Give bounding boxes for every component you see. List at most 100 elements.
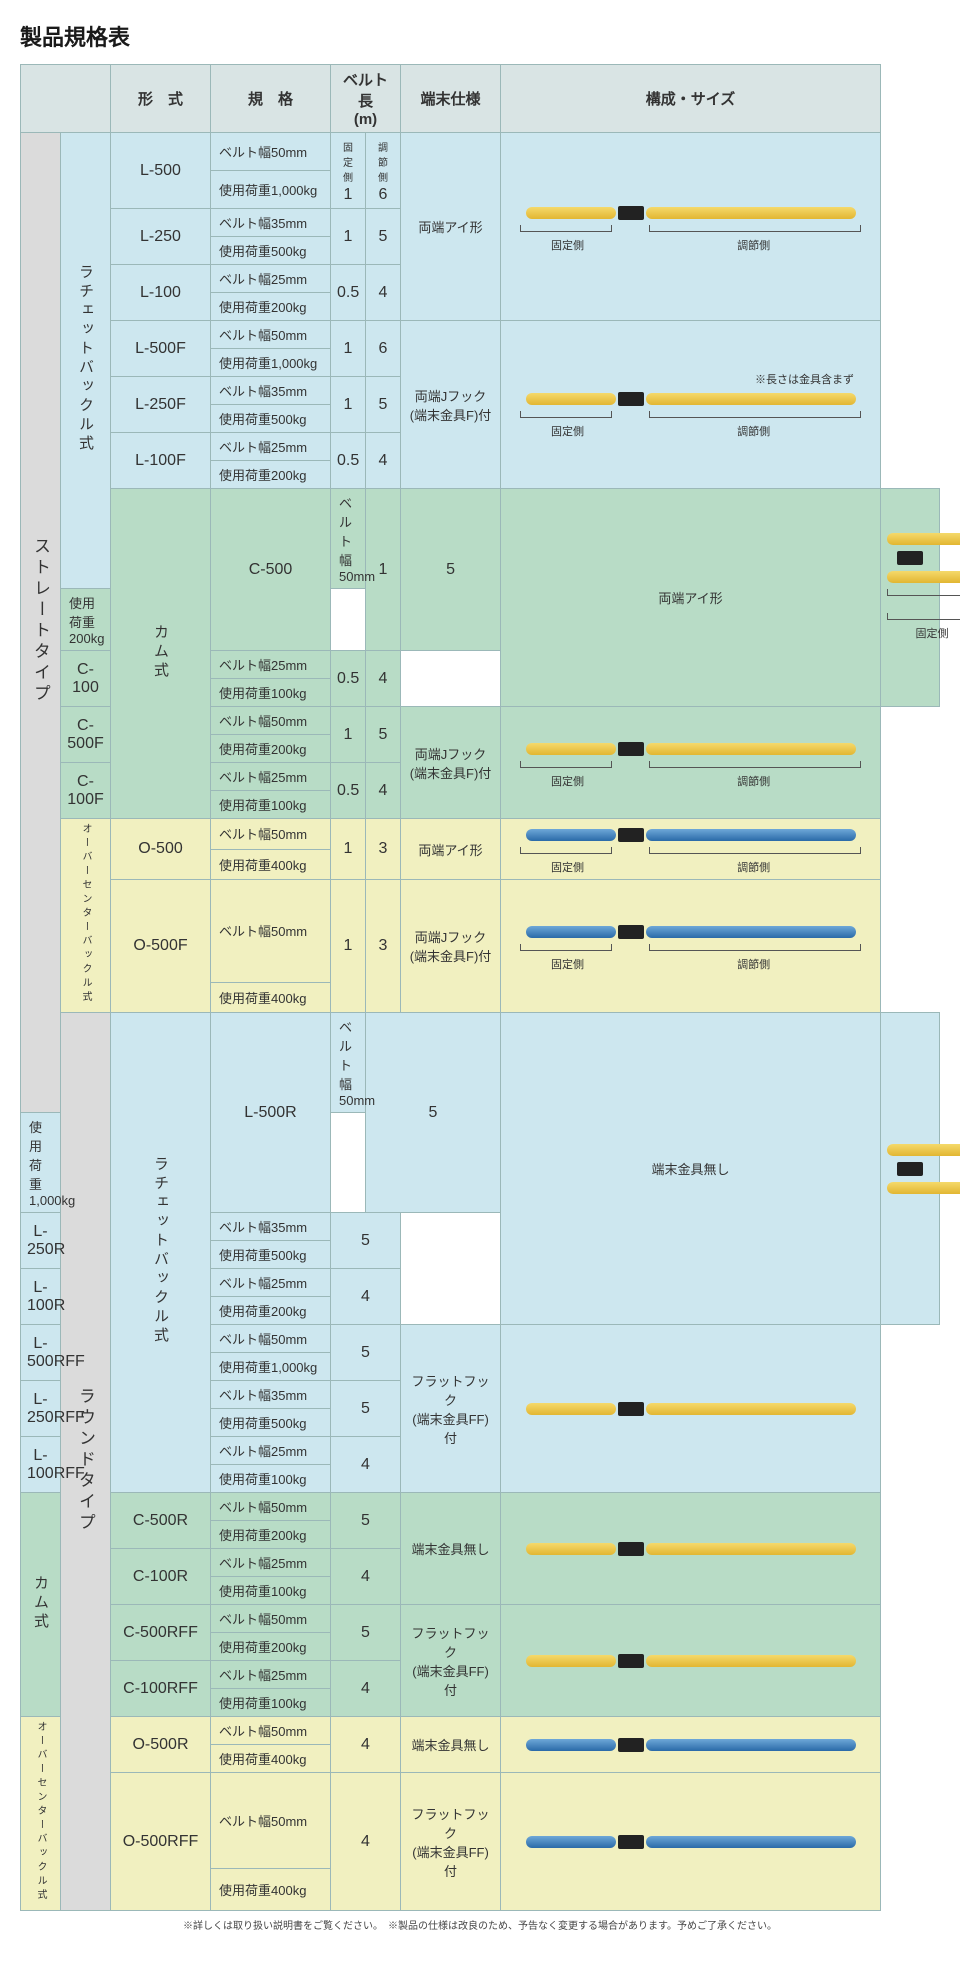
model-cell: L-100 xyxy=(111,265,211,321)
len-adjust: 4 xyxy=(366,763,401,819)
spec-table: 形 式 規 格 ベルト長 (m) 端末仕様 構成・サイズ ストレートタイプラチェ… xyxy=(20,64,940,1911)
config-image xyxy=(501,1773,881,1911)
end-spec: 端末金具無し xyxy=(401,1493,501,1605)
spec-load: 使用荷重1,000kg xyxy=(211,1353,331,1381)
config-image xyxy=(501,1493,881,1605)
model-cell: O-500 xyxy=(111,819,211,880)
spec-width: ベルト幅25mm xyxy=(211,1549,331,1577)
type-group: ラウンドタイプ xyxy=(61,1013,111,1911)
spec-width: ベルト幅50mm xyxy=(211,819,331,850)
len-adjust: 5 xyxy=(366,209,401,265)
footnote: ※詳しくは取り扱い説明書をご覧ください。 ※製品の仕様は改良のため、予告なく変更… xyxy=(20,1917,940,1932)
len-adjust: 5 xyxy=(366,707,401,763)
len-adjust: 4 xyxy=(366,433,401,489)
model-cell: C-100R xyxy=(111,1549,211,1605)
spec-width: ベルト幅50mm xyxy=(331,1013,366,1113)
model-cell: L-250F xyxy=(111,377,211,433)
config-image xyxy=(501,1717,881,1773)
model-cell: L-500R xyxy=(211,1013,331,1213)
spec-width: ベルト幅35mm xyxy=(211,377,331,405)
model-cell: O-500RFF xyxy=(111,1773,211,1911)
spec-width: ベルト幅35mm xyxy=(211,1213,331,1241)
config-image: 固定側 調節側 xyxy=(501,819,881,880)
model-cell: L-100R xyxy=(21,1269,61,1325)
model-cell: C-500RFF xyxy=(111,1605,211,1661)
config-image: 固定側 調節側 xyxy=(501,880,881,1013)
spec-load: 使用荷重500kg xyxy=(211,237,331,265)
end-spec: 両端Jフック (端末金具F)付 xyxy=(401,321,501,489)
spec-load: 使用荷重400kg xyxy=(211,1868,331,1911)
len-single: 4 xyxy=(331,1549,401,1605)
spec-load: 使用荷重400kg xyxy=(211,1745,331,1773)
spec-load: 使用荷重100kg xyxy=(211,1689,331,1717)
len-single: 5 xyxy=(331,1381,401,1437)
spec-width: ベルト幅25mm xyxy=(211,265,331,293)
spec-load: 使用荷重200kg xyxy=(211,461,331,489)
len-adjust: 調節側6 xyxy=(366,133,401,209)
model-cell: O-500F xyxy=(111,880,211,1013)
spec-width: ベルト幅35mm xyxy=(211,1381,331,1409)
buckle-group: カム式 xyxy=(21,1493,61,1717)
model-cell: L-100RFF xyxy=(21,1437,61,1493)
spec-load: 使用荷重100kg xyxy=(211,679,331,707)
end-spec: 両端Jフック (端末金具F)付 xyxy=(401,880,501,1013)
len-fixed: 1 xyxy=(331,377,366,433)
model-cell: C-100 xyxy=(61,651,111,707)
model-cell: O-500R xyxy=(111,1717,211,1773)
spec-width: ベルト幅50mm xyxy=(331,489,366,589)
spec-width: ベルト幅25mm xyxy=(211,1661,331,1689)
spec-width: ベルト幅25mm xyxy=(211,763,331,791)
spec-width: ベルト幅50mm xyxy=(211,1325,331,1353)
model-cell: L-250 xyxy=(111,209,211,265)
end-spec: 両端アイ形 xyxy=(401,133,501,321)
header-config: 構成・サイズ xyxy=(501,65,881,133)
spec-load: 使用荷重200kg xyxy=(211,1297,331,1325)
buckle-group: オーバーセンターバックル式 xyxy=(61,819,111,1013)
buckle-group: オーバーセンターバックル式 xyxy=(21,1717,61,1911)
model-cell: C-500 xyxy=(211,489,331,651)
header-blank xyxy=(21,65,111,133)
header-beltlen: ベルト長 (m) xyxy=(331,65,401,133)
end-spec: 両端アイ形 xyxy=(401,819,501,880)
buckle-group: ラチェットバックル式 xyxy=(111,1013,211,1493)
spec-width: ベルト幅50mm xyxy=(211,707,331,735)
len-single: 4 xyxy=(331,1269,401,1325)
model-cell: L-500 xyxy=(111,133,211,209)
spec-width: ベルト幅35mm xyxy=(211,209,331,237)
len-fixed: 1 xyxy=(331,880,366,1013)
spec-load: 使用荷重100kg xyxy=(211,1577,331,1605)
spec-width: ベルト幅25mm xyxy=(211,1437,331,1465)
len-fixed: 0.5 xyxy=(331,433,366,489)
spec-width: ベルト幅50mm xyxy=(211,1493,331,1521)
len-fixed: 0.5 xyxy=(331,265,366,321)
buckle-group: ラチェットバックル式 xyxy=(61,133,111,589)
header-model: 形 式 xyxy=(111,65,211,133)
end-spec: フラットフック (端末金具FF)付 xyxy=(401,1325,501,1493)
len-single: 5 xyxy=(331,1493,401,1549)
spec-width: ベルト幅25mm xyxy=(211,651,331,679)
spec-load: 使用荷重400kg xyxy=(211,982,331,1013)
spec-width: ベルト幅50mm xyxy=(211,321,331,349)
spec-load: 使用荷重200kg xyxy=(211,735,331,763)
config-image: 固定側 調節側 xyxy=(501,707,881,819)
spec-load: 使用荷重200kg xyxy=(211,293,331,321)
len-adjust: 3 xyxy=(366,880,401,1013)
config-image xyxy=(501,1325,881,1493)
model-cell: L-500F xyxy=(111,321,211,377)
model-cell: C-100RFF xyxy=(111,1661,211,1717)
spec-load: 使用荷重400kg xyxy=(211,849,331,880)
spec-width: ベルト幅50mm xyxy=(211,1605,331,1633)
len-single: 4 xyxy=(331,1437,401,1493)
len-adjust: 6 xyxy=(366,321,401,377)
spec-load: 使用荷重200kg xyxy=(211,1633,331,1661)
config-image: ※長さは金具含まず 固定側 調節側 xyxy=(501,321,881,489)
len-fixed: 1 xyxy=(331,209,366,265)
config-image: 固定側 調節側 xyxy=(501,133,881,321)
spec-load: 使用荷重200kg xyxy=(61,589,111,651)
len-single: 5 xyxy=(331,1213,401,1269)
model-cell: L-500RFF xyxy=(21,1325,61,1381)
config-image: 固定側 調節側 xyxy=(881,489,940,707)
spec-load: 使用荷重1,000kg xyxy=(211,349,331,377)
spec-width: ベルト幅50mm xyxy=(211,133,331,171)
spec-load: 使用荷重200kg xyxy=(211,1521,331,1549)
